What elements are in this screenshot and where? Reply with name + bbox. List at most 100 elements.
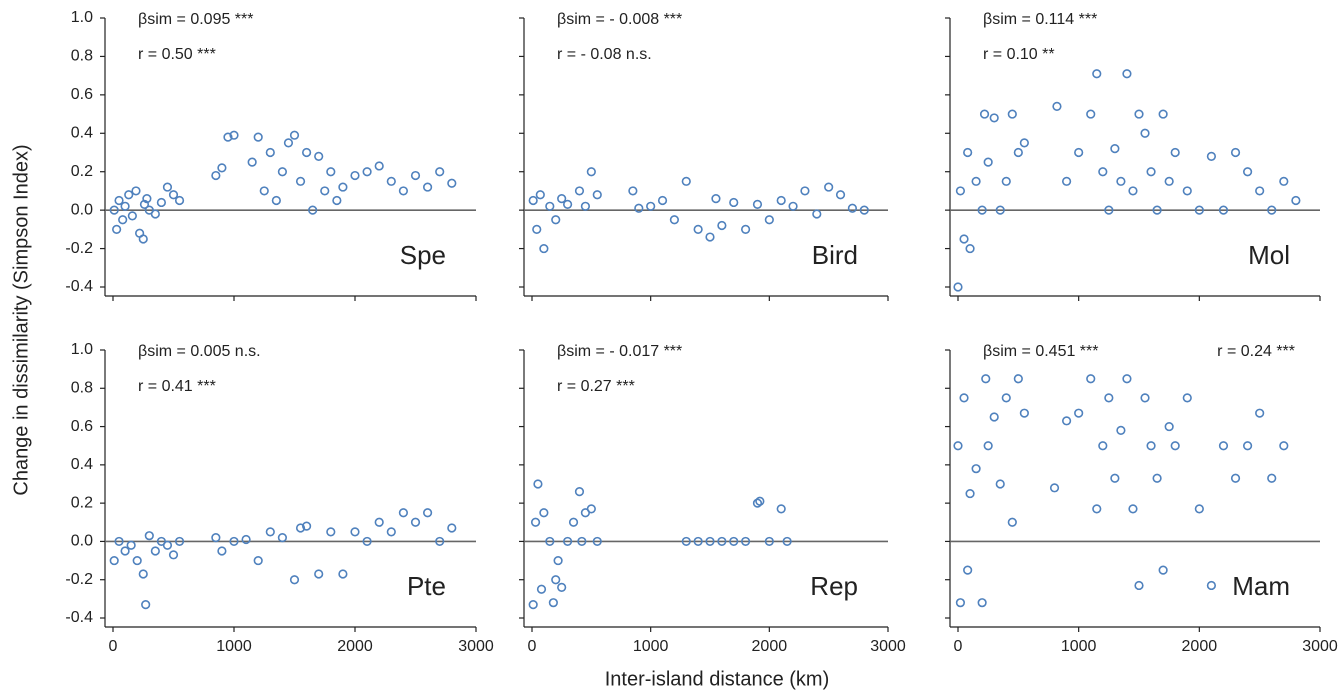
y-tick-label: -0.4 <box>65 609 93 626</box>
y-tick-label: 0.0 <box>71 201 93 218</box>
point <box>989 113 999 123</box>
point <box>289 575 300 585</box>
x-tick-label: 1000 <box>216 638 252 655</box>
panel-label: Pte <box>407 571 446 601</box>
point <box>374 161 384 171</box>
y-tick-label: 0.0 <box>71 533 93 550</box>
point <box>112 224 122 234</box>
point <box>592 536 602 547</box>
x-tick-label: 3000 <box>870 638 906 655</box>
point <box>1267 473 1277 483</box>
point <box>1074 408 1084 418</box>
point <box>350 527 360 537</box>
point <box>574 487 585 497</box>
point <box>989 412 999 422</box>
point <box>1146 441 1156 451</box>
point <box>824 182 834 192</box>
point <box>717 220 727 231</box>
point <box>533 479 543 489</box>
point <box>265 527 275 537</box>
point <box>1061 176 1072 186</box>
point <box>1104 205 1114 215</box>
point <box>362 536 372 547</box>
point <box>1140 128 1150 138</box>
point <box>1146 167 1156 177</box>
point <box>1164 421 1174 432</box>
point <box>983 441 993 451</box>
point <box>447 178 457 188</box>
point <box>953 441 963 451</box>
point <box>302 521 312 531</box>
annotation: βsim = 0.451 *** <box>983 343 1098 360</box>
point <box>1092 504 1102 514</box>
point <box>277 167 288 177</box>
point <box>628 186 638 196</box>
point <box>1140 393 1150 403</box>
annotation: r = 0.10 ** <box>983 46 1055 63</box>
point <box>995 479 1005 489</box>
point <box>657 195 668 206</box>
point <box>1242 441 1253 451</box>
point <box>965 243 975 254</box>
panel-label: Mam <box>1232 571 1290 601</box>
point <box>1242 167 1253 177</box>
point <box>681 176 691 186</box>
point <box>1110 473 1120 483</box>
panel-label: Mol <box>1248 240 1290 270</box>
point <box>156 197 166 208</box>
point <box>717 536 727 547</box>
point <box>580 201 591 211</box>
point <box>332 195 342 206</box>
point <box>398 508 409 518</box>
annotation: r = - 0.08 n.s. <box>557 46 652 63</box>
point <box>326 167 336 177</box>
point <box>1194 504 1204 514</box>
y-tick-label: 0.6 <box>71 86 93 103</box>
point <box>545 201 555 211</box>
point <box>545 536 555 547</box>
point <box>386 527 396 537</box>
point <box>530 517 541 527</box>
point <box>141 599 151 610</box>
point <box>782 536 792 547</box>
point <box>1134 580 1144 591</box>
point <box>314 569 324 579</box>
point <box>295 176 306 186</box>
point <box>1049 483 1060 493</box>
point <box>410 517 421 527</box>
point <box>1074 147 1084 158</box>
point <box>963 565 973 575</box>
point <box>1152 473 1162 483</box>
point <box>131 186 141 196</box>
point <box>162 540 173 550</box>
annotation: r = 0.27 *** <box>557 378 635 395</box>
panel-label: Bird <box>812 240 858 270</box>
point <box>1182 393 1192 403</box>
point <box>150 546 160 556</box>
point <box>423 508 433 518</box>
point <box>223 132 233 142</box>
x-tick-label: 3000 <box>1302 638 1338 655</box>
point <box>1013 374 1023 384</box>
point <box>752 498 763 508</box>
point <box>539 243 549 254</box>
point <box>1092 69 1102 79</box>
point <box>551 575 561 585</box>
point <box>959 234 969 244</box>
point <box>435 536 445 547</box>
point <box>247 157 257 167</box>
point <box>1218 441 1229 451</box>
point <box>211 532 221 543</box>
point <box>1194 205 1204 215</box>
annotation: r = 0.50 *** <box>138 46 216 63</box>
y-tick-label: 1.0 <box>71 341 93 358</box>
point <box>1255 408 1265 418</box>
x-tick-label: 0 <box>528 638 537 655</box>
annotation: βsim = 0.114 *** <box>983 11 1097 28</box>
point <box>253 132 263 142</box>
point <box>586 504 596 514</box>
point <box>114 195 124 206</box>
point <box>1052 101 1062 111</box>
annotation: βsim = 0.095 *** <box>138 11 253 28</box>
point <box>859 205 869 215</box>
